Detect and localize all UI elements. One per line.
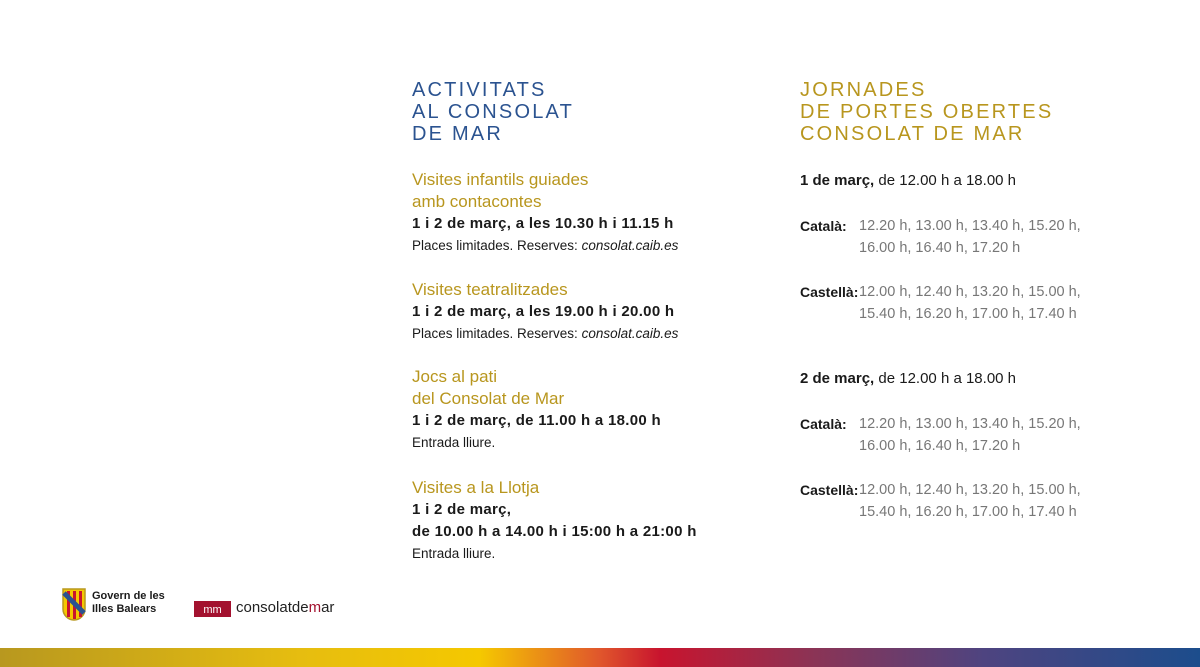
castella-times: 12.00 h, 12.40 h, 13.20 h, 15.00 h, 15.40… xyxy=(859,479,1081,523)
activities-heading: ACTIVITATS AL CONSOLAT DE MAR xyxy=(412,79,574,145)
activity-note: Places limitades. Reserves: consolat.cai… xyxy=(412,235,678,257)
activity-when: 1 i 2 de març, a les 19.00 h i 20.00 h xyxy=(412,303,675,320)
badge-text: mm xyxy=(203,604,222,616)
logo-part: m xyxy=(308,599,322,616)
activity-note: Entrada lliure. xyxy=(412,435,496,450)
time-range: de 12.00 h a 18.00 h xyxy=(874,370,1017,387)
date: 1 de març, xyxy=(800,172,875,189)
catala-times: 12.20 h, 13.00 h, 13.40 h, 15.20 h, 16.00… xyxy=(859,413,1081,457)
dia-illes-balears-logo: DIA DE LES ILLES BALEARS xyxy=(55,80,345,305)
day-date: 1 de març, de 12.00 h a 18.00 h xyxy=(800,170,1016,192)
activity-when: 1 i 2 de març, de 11.00 h a 18.00 h xyxy=(412,412,661,429)
activity-when: de 10.00 h a 14.00 h i 15:00 h a 21:00 h xyxy=(412,523,697,540)
govern-logo-text: Govern de les Illes Balears xyxy=(92,590,165,616)
heading-line: AL CONSOLAT xyxy=(412,101,575,123)
heading-line: JORNADES xyxy=(800,79,927,101)
times-line: 16.00 h, 16.40 h, 17.20 h xyxy=(859,240,1021,256)
consolat-badge-icon: mm xyxy=(194,601,231,617)
govern-shield-icon xyxy=(62,588,86,621)
times-line: 12.20 h, 13.00 h, 13.40 h, 15.20 h, xyxy=(859,416,1081,432)
castella-label: Castellà: xyxy=(800,284,859,300)
catala-times: 12.20 h, 13.00 h, 13.40 h, 15.20 h, 16.00… xyxy=(859,215,1081,259)
activity-title: amb contacontes xyxy=(412,192,542,211)
day-date: 2 de març, de 12.00 h a 18.00 h xyxy=(800,368,1016,390)
logo-line: BALEARS xyxy=(60,233,380,304)
govern-line: Illes Balears xyxy=(92,603,157,615)
logo-part: ar xyxy=(321,599,335,616)
times-line: 12.20 h, 13.00 h, 13.40 h, 15.20 h, xyxy=(859,218,1081,234)
activity-title: del Consolat de Mar xyxy=(412,389,565,408)
note-text: Places limitades. Reserves: xyxy=(412,326,582,341)
reservation-link[interactable]: consolat.caib.es xyxy=(581,326,679,341)
catala-label: Català: xyxy=(800,218,847,234)
time-range: de 12.00 h a 18.00 h xyxy=(874,172,1017,189)
activity-title: Visites infantils guiades xyxy=(412,170,589,189)
times-line: 12.00 h, 12.40 h, 13.20 h, 15.00 h, xyxy=(859,284,1081,300)
activity-note: Entrada lliure. xyxy=(412,546,496,561)
activity-item: Jocs al pati del Consolat de Mar 1 i 2 d… xyxy=(412,366,661,454)
times-line: 15.40 h, 16.20 h, 17.00 h, 17.40 h xyxy=(859,504,1077,520)
activity-item: Visites a la Llotja 1 i 2 de març, de 10… xyxy=(412,477,697,565)
heading-line: CONSOLAT DE MAR xyxy=(800,123,1025,145)
activity-title: Visites teatralitzades xyxy=(412,280,568,299)
activity-item: Visites infantils guiades amb contaconte… xyxy=(412,169,678,257)
govern-line: Govern de les xyxy=(92,590,165,602)
logo-part: consolatde xyxy=(236,599,309,616)
activity-item: Visites teatralitzades 1 i 2 de març, a … xyxy=(412,279,678,345)
heading-line: DE MAR xyxy=(412,123,503,145)
times-line: 12.00 h, 12.40 h, 13.20 h, 15.00 h, xyxy=(859,482,1081,498)
heading-line: ACTIVITATS xyxy=(412,79,547,101)
catala-label: Català: xyxy=(800,416,847,432)
times-line: 15.40 h, 16.20 h, 17.00 h, 17.40 h xyxy=(859,306,1077,322)
date: 2 de març, xyxy=(800,370,875,387)
castella-label: Castellà: xyxy=(800,482,859,498)
times-line: 16.00 h, 16.40 h, 17.20 h xyxy=(859,438,1021,454)
gradient-bar xyxy=(0,648,1200,667)
heading-line: DE PORTES OBERTES xyxy=(800,101,1054,123)
consolat-logo-text: consolatdemar xyxy=(236,599,334,616)
castella-times: 12.00 h, 12.40 h, 13.20 h, 15.00 h, 15.40… xyxy=(859,281,1081,325)
reservation-link[interactable]: consolat.caib.es xyxy=(581,238,679,253)
activity-title: Jocs al pati xyxy=(412,367,498,386)
note-text: Places limitades. Reserves: xyxy=(412,238,582,253)
activity-title: Visites a la Llotja xyxy=(412,478,540,497)
activity-when: 1 i 2 de març, a les 10.30 h i 11.15 h xyxy=(412,215,674,232)
open-days-heading: JORNADES DE PORTES OBERTES CONSOLAT DE M… xyxy=(800,79,1053,145)
activity-when: 1 i 2 de març, xyxy=(412,501,512,518)
activity-note: Places limitades. Reserves: consolat.cai… xyxy=(412,323,678,345)
